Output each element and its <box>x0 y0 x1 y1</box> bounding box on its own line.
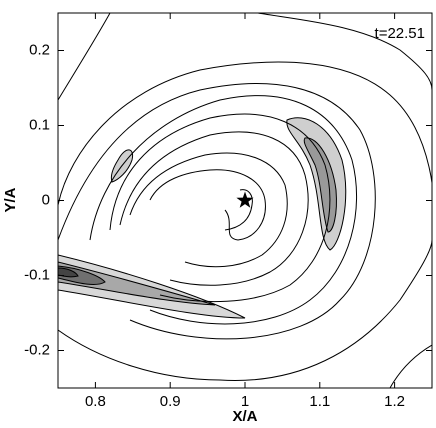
contour-fill <box>286 117 347 251</box>
annotation: t=22.51 <box>375 25 425 42</box>
contour <box>58 239 432 381</box>
contour <box>89 95 358 325</box>
contour <box>389 344 432 388</box>
x-tick-label: 1.1 <box>309 393 330 410</box>
x-tick-label: 1.2 <box>384 393 405 410</box>
x-tick-label: 0.8 <box>85 393 106 410</box>
contour <box>58 13 111 101</box>
y-tick-label: 0 <box>42 191 50 208</box>
y-tick-label: 0.1 <box>29 116 50 133</box>
x-tick-label: 1 <box>241 393 249 410</box>
contour <box>224 189 253 231</box>
y-axis-label: Y/A <box>2 187 19 212</box>
x-axis-label: X/A <box>232 408 257 425</box>
y-tick-label: 0.2 <box>29 41 50 58</box>
contour <box>257 13 432 91</box>
x-tick-label: 0.9 <box>160 393 181 410</box>
contour <box>129 152 288 268</box>
contour <box>109 113 331 303</box>
contour <box>149 169 266 241</box>
star-marker <box>236 191 254 208</box>
contours <box>58 13 432 388</box>
contour-fill <box>58 261 216 306</box>
contour-fill <box>303 137 337 233</box>
contour <box>58 82 376 340</box>
contour <box>58 61 432 250</box>
y-tick-label: -0.1 <box>24 266 50 283</box>
y-tick-label: -0.2 <box>24 341 50 358</box>
contour <box>119 131 309 286</box>
